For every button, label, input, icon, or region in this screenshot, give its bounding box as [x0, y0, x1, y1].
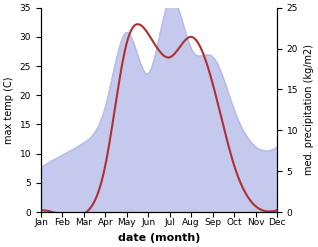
X-axis label: date (month): date (month) [118, 233, 200, 243]
Y-axis label: max temp (C): max temp (C) [4, 76, 14, 144]
Y-axis label: med. precipitation (kg/m2): med. precipitation (kg/m2) [304, 44, 314, 175]
